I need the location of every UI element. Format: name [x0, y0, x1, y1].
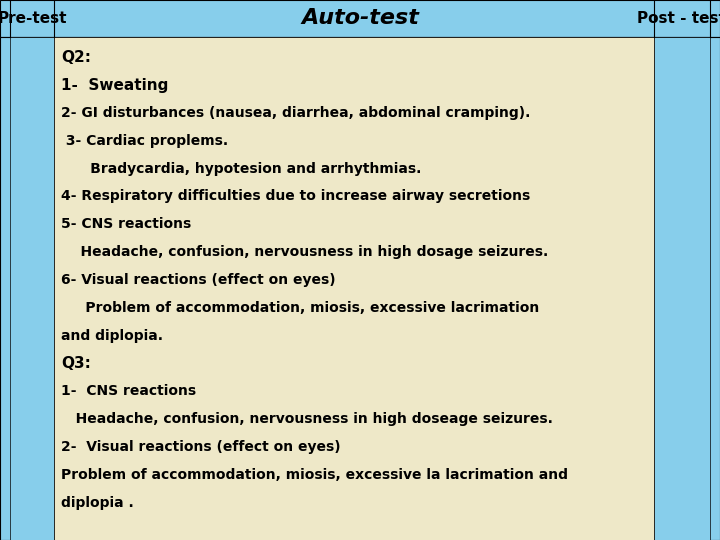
Bar	[654, 37, 710, 540]
Text: Q3:: Q3:	[61, 356, 91, 372]
Text: Headache, confusion, nervousness in high doseage seizures.: Headache, confusion, nervousness in high…	[61, 412, 553, 426]
Text: 6- Visual reactions (effect on eyes): 6- Visual reactions (effect on eyes)	[61, 273, 336, 287]
Text: 1-  Sweating: 1- Sweating	[61, 78, 168, 93]
Text: 5- CNS reactions: 5- CNS reactions	[61, 217, 192, 231]
Text: Post - test: Post - test	[637, 11, 720, 26]
Text: Headache, confusion, nervousness in high dosage seizures.: Headache, confusion, nervousness in high…	[61, 245, 549, 259]
Text: 1-  CNS reactions: 1- CNS reactions	[61, 384, 197, 398]
Text: 2- GI disturbances (nausea, diarrhea, abdominal cramping).: 2- GI disturbances (nausea, diarrhea, ab…	[61, 106, 531, 120]
Bar	[54, 37, 654, 540]
Text: Auto-test: Auto-test	[301, 8, 419, 29]
Bar	[10, 37, 54, 540]
Text: and diplopia.: and diplopia.	[61, 328, 163, 342]
Bar	[0, 0, 720, 37]
Text: Pre-test: Pre-test	[0, 11, 67, 26]
Text: 4- Respiratory difficulties due to increase airway secretions: 4- Respiratory difficulties due to incre…	[61, 190, 531, 204]
Text: diplopia .: diplopia .	[61, 496, 134, 510]
Text: 3- Cardiac proplems.: 3- Cardiac proplems.	[61, 134, 228, 148]
Text: Problem of accommodation, miosis, excessive la lacrimation and: Problem of accommodation, miosis, excess…	[61, 468, 568, 482]
Text: Problem of accommodation, miosis, excessive lacrimation: Problem of accommodation, miosis, excess…	[61, 301, 539, 315]
Text: Q2:: Q2:	[61, 50, 91, 65]
Text: 2-  Visual reactions (effect on eyes): 2- Visual reactions (effect on eyes)	[61, 440, 341, 454]
Text: Bradycardia, hypotesion and arrhythmias.: Bradycardia, hypotesion and arrhythmias.	[61, 161, 422, 176]
